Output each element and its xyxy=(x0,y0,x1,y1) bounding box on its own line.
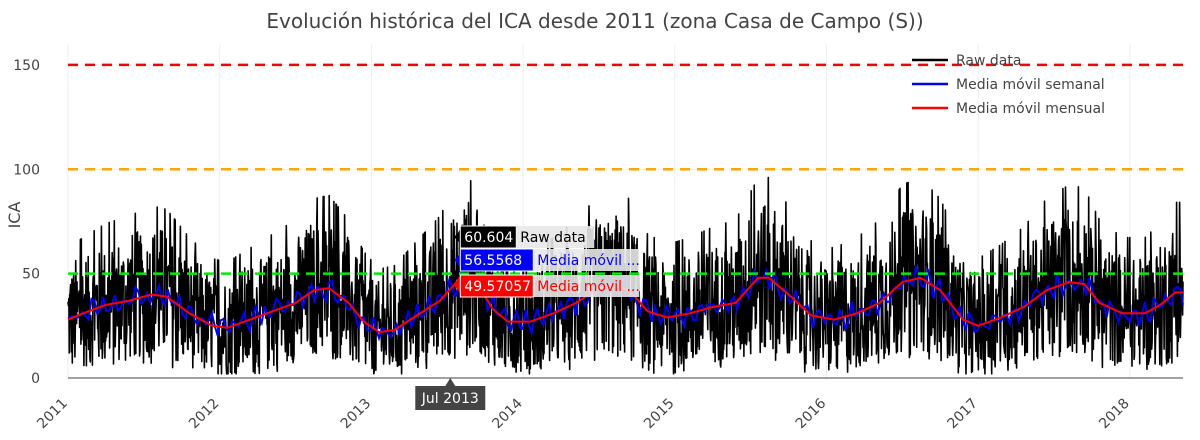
x-tick-label-2015: 2015 xyxy=(641,396,678,433)
x-tick-label-2016: 2016 xyxy=(793,395,830,432)
x-tick-label-2013: 2013 xyxy=(338,396,375,433)
x-tick-label-2012: 2012 xyxy=(186,396,223,433)
y-tick-label-150: 150 xyxy=(13,58,40,74)
legend-label-0: Raw data xyxy=(956,53,1021,69)
chart-title: Evolución histórica del ICA desde 2011 (… xyxy=(266,9,923,33)
x-tick-label-2011: 2011 xyxy=(34,396,71,433)
x-tick-label-2018: 2018 xyxy=(1096,396,1133,433)
hover-label-box-2 xyxy=(533,275,640,297)
y-tick-label-0: 0 xyxy=(31,371,40,387)
hover-x-label: Jul 2013 xyxy=(421,391,479,407)
hover-pointer-2 xyxy=(454,279,461,293)
legend-label-1: Media móvil semanal xyxy=(956,77,1105,93)
series-raw-data xyxy=(67,176,1184,375)
hover-label-1: Media móvil ... xyxy=(537,253,640,269)
hover-pointer-0 xyxy=(454,230,461,244)
x-tick-label-2014: 2014 xyxy=(489,395,526,432)
legend-label-2: Media móvil mensual xyxy=(956,101,1105,117)
hover-label-box-0 xyxy=(516,226,595,248)
legend: Raw data Media móvil semanal Media móvil m… xyxy=(912,53,1105,117)
y-tick-label-100: 100 xyxy=(13,162,40,178)
hover-label-0: Raw data xyxy=(520,230,585,246)
hover-x-pointer xyxy=(445,378,456,386)
x-tick-label-2017: 2017 xyxy=(945,396,982,433)
hover-x-label-box xyxy=(415,386,486,410)
hover-value-1: 56.5568 xyxy=(464,253,522,269)
hover-label-2: Media móvil ... xyxy=(537,279,640,295)
hover-value-0: 60.604 xyxy=(464,230,513,246)
y-axis-label: ICA xyxy=(5,202,24,229)
y-tick-label-50: 50 xyxy=(22,267,40,283)
hover-value-2: 49.57057 xyxy=(464,279,531,295)
plot-area[interactable]: 0 50 100 150 2011 2012 2013 2014 2015 2016 2017 201… xyxy=(13,44,1184,433)
hover-pointer-1 xyxy=(454,253,461,267)
hover-label-box-1 xyxy=(533,249,640,271)
